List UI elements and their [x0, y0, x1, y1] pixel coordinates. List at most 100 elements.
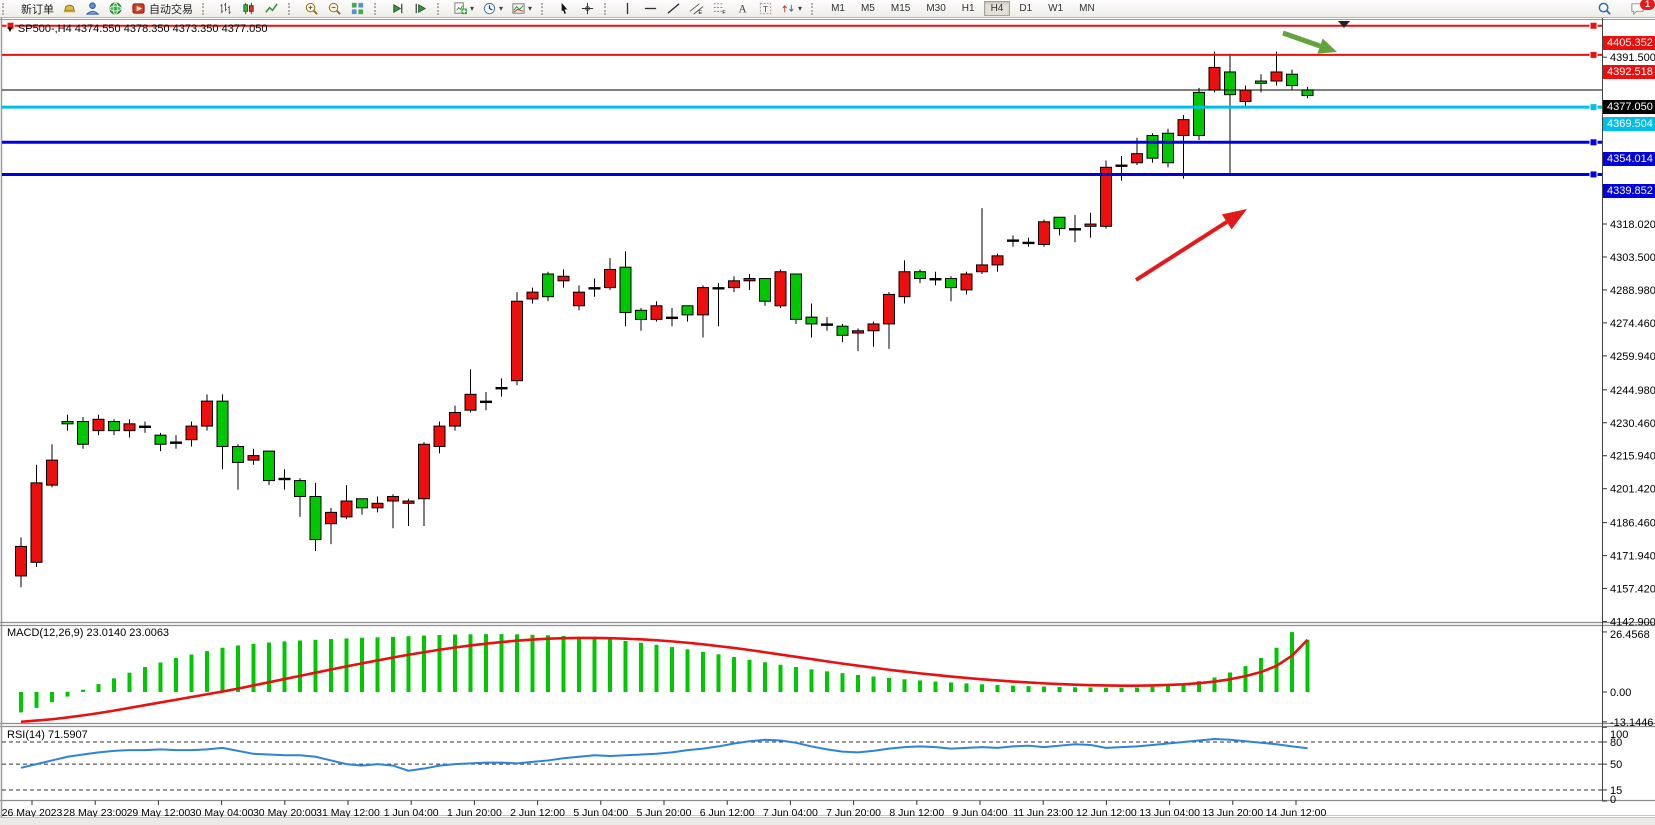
- chevron-down-icon[interactable]: ▾: [798, 4, 803, 13]
- toolbar-grip: [374, 2, 381, 15]
- autotrading-button[interactable]: 自动交易: [127, 0, 197, 17]
- bars-icon: [220, 2, 231, 15]
- timeframe-h4-button[interactable]: H4: [983, 1, 1011, 16]
- horizontal-line-button[interactable]: [639, 0, 662, 17]
- svg-text:4259.940: 4259.940: [1610, 351, 1655, 363]
- zoom-out-button[interactable]: [323, 0, 346, 17]
- red-up-arrow-annotation[interactable]: [1134, 209, 1247, 282]
- svg-text:13 Jun 20:00: 13 Jun 20:00: [1202, 807, 1263, 817]
- textA-icon: A: [738, 4, 747, 16]
- newchart-icon: [454, 2, 468, 15]
- timeframe-m15-button[interactable]: M15: [890, 3, 911, 14]
- periods-button[interactable]: ▾: [478, 0, 507, 17]
- price-chart-canvas[interactable]: 4391.5004362.0204347.5004332.9804318.020…: [0, 17, 1655, 817]
- chart-title: ▼ SP500-,H4 4374.550 4378.350 4373.350 43…: [6, 23, 267, 35]
- line-chart-button[interactable]: [260, 0, 283, 17]
- styles-button[interactable]: [58, 0, 81, 17]
- hat-icon: [63, 4, 76, 13]
- timeframe-m5-button[interactable]: M5: [860, 3, 875, 14]
- chart-title-text: SP500-,H4 4374.550 4378.350 4373.350 437…: [17, 23, 268, 35]
- svg-text:8 Jun 12:00: 8 Jun 12:00: [889, 807, 944, 817]
- timeframe-m30-button[interactable]: M30: [926, 3, 946, 14]
- tile-windows-button[interactable]: [346, 0, 369, 17]
- templates-button[interactable]: ▾: [507, 0, 536, 17]
- svg-text:2 Jun 12:00: 2 Jun 12:00: [510, 807, 565, 817]
- trendline-button[interactable]: [662, 0, 685, 17]
- svg-text:0.00: 0.00: [1610, 687, 1631, 699]
- cursor-button[interactable]: [553, 0, 576, 17]
- green-arrow-annotation[interactable]: [1282, 30, 1337, 54]
- chevron-down-icon[interactable]: ▾: [499, 4, 504, 13]
- svg-text:4318.020: 4318.020: [1610, 219, 1655, 231]
- svg-text:5 Jun 04:00: 5 Jun 04:00: [573, 807, 628, 817]
- new-order-button[interactable]: 新订单: [14, 0, 58, 17]
- toolbar-grip: [437, 2, 444, 15]
- toolbar-grip: [811, 2, 818, 15]
- svg-text:4288.980: 4288.980: [1610, 285, 1655, 297]
- new-order-button-label: 新订单: [21, 3, 54, 16]
- line-price-badge: 4405.352: [1603, 35, 1655, 50]
- svg-text:4391.500: 4391.500: [1610, 52, 1655, 64]
- person-icon: [85, 2, 100, 15]
- fibonacci-button[interactable]: F: [708, 0, 731, 17]
- auto-scroll-button[interactable]: [386, 0, 409, 17]
- timeframe-m1-button[interactable]: M1: [831, 3, 845, 14]
- svg-text:T: T: [763, 4, 768, 14]
- panel-borders: [0, 17, 1655, 817]
- timeframe-w1-button[interactable]: W1: [1048, 3, 1064, 14]
- equidistant-channel-button[interactable]: E: [685, 0, 708, 17]
- svg-text:26 May 2023: 26 May 2023: [2, 807, 63, 817]
- svg-text:0: 0: [1610, 794, 1616, 806]
- svg-text:4215.940: 4215.940: [1610, 451, 1655, 463]
- svg-text:26.4568: 26.4568: [1610, 629, 1650, 641]
- svg-text:30 May 20:00: 30 May 20:00: [253, 807, 317, 817]
- svg-text:5 Jun 20:00: 5 Jun 20:00: [637, 807, 692, 817]
- shift-marker[interactable]: [1338, 21, 1350, 28]
- crosshair-button[interactable]: [576, 0, 599, 17]
- macd-panel: [19, 632, 1310, 723]
- clock-icon: [483, 2, 496, 15]
- toolbar-grip: [288, 2, 295, 15]
- svg-text:12 Jun 12:00: 12 Jun 12:00: [1076, 807, 1137, 817]
- new-chart-button[interactable]: ▾: [449, 0, 478, 17]
- crosshair-icon: [581, 2, 594, 15]
- chart-window[interactable]: 4391.5004362.0204347.5004332.9804318.020…: [0, 17, 1655, 817]
- timeframe-mn-button[interactable]: MN: [1079, 3, 1095, 14]
- signals-button[interactable]: [104, 0, 127, 17]
- text-label-button[interactable]: T: [754, 0, 777, 17]
- fibo-icon: F: [713, 3, 726, 16]
- candlesticks[interactable]: [15, 51, 1314, 588]
- svg-text:1 Jun 20:00: 1 Jun 20:00: [447, 807, 502, 817]
- svg-text:15: 15: [1610, 785, 1622, 797]
- chart-dropdown-icon[interactable]: ▼: [6, 25, 14, 34]
- rsi-indicator-label: RSI(14) 71.5907: [7, 729, 88, 741]
- arrows-button[interactable]: ▾: [777, 0, 806, 17]
- svg-text:4303.500: 4303.500: [1610, 252, 1655, 264]
- svg-text:4274.460: 4274.460: [1610, 318, 1655, 330]
- timeframe-d1-button[interactable]: D1: [1019, 3, 1033, 14]
- svg-text:4244.980: 4244.980: [1610, 385, 1655, 397]
- profile-button[interactable]: [81, 0, 104, 17]
- time-axis[interactable]: 26 May 2023 28 May 23:00 29 May 12:00 30 Ma…: [2, 800, 1327, 818]
- svg-text:7 Jun 20:00: 7 Jun 20:00: [826, 807, 881, 817]
- chart-shift-marker[interactable]: [1338, 21, 1350, 28]
- vertical-line-button[interactable]: [616, 0, 639, 17]
- timeframe-h1-button[interactable]: H1: [961, 3, 975, 14]
- search-icon: [1598, 2, 1611, 15]
- bar-chart-button[interactable]: [214, 0, 237, 17]
- zoom-in-button[interactable]: [300, 0, 323, 17]
- chat-button[interactable]: 1: [1626, 0, 1655, 17]
- line-price-badge: 4392.518: [1603, 64, 1655, 79]
- search-button[interactable]: [1593, 0, 1616, 17]
- autoscroll-icon: [393, 3, 403, 14]
- text-button[interactable]: A: [731, 0, 754, 17]
- toolbar-grip: [2, 2, 9, 15]
- svg-text:100: 100: [1610, 729, 1628, 741]
- candlestick-chart-button[interactable]: [237, 0, 260, 17]
- chart-shift-button[interactable]: [409, 0, 432, 17]
- horizontal-line-objects[interactable]: [2, 21, 1602, 179]
- chevron-down-icon[interactable]: ▾: [528, 4, 533, 13]
- chevron-down-icon[interactable]: ▾: [470, 4, 475, 13]
- svg-text:9 Jun 04:00: 9 Jun 04:00: [953, 807, 1008, 817]
- svg-text:50: 50: [1610, 759, 1622, 771]
